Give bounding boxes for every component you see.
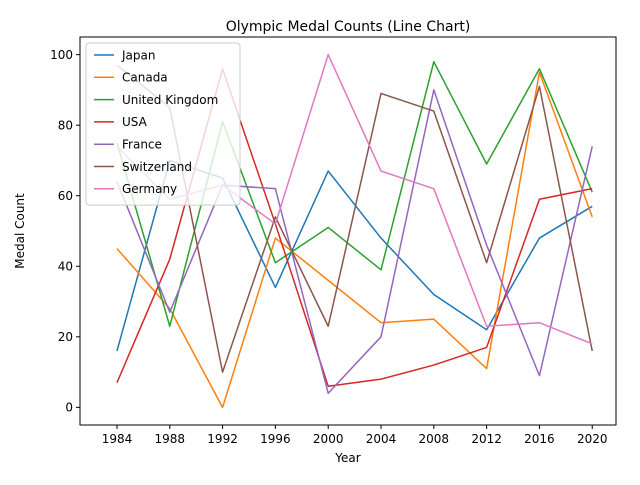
legend-box xyxy=(85,42,241,206)
x-tick-label: 1996 xyxy=(260,432,291,446)
y-axis-title: Medal Count xyxy=(13,193,27,269)
x-tick-label: 2016 xyxy=(524,432,555,446)
x-tick-label: 2008 xyxy=(419,432,450,446)
legend-label-4: France xyxy=(122,138,162,152)
x-tick-label: 2020 xyxy=(577,432,608,446)
y-tick-label: 40 xyxy=(58,260,73,274)
x-axis-title: Year xyxy=(334,451,360,465)
x-axis: 1984 1988 1992 1996 2000 2004 2008 2012 2016 2020 xyxy=(102,425,608,446)
y-tick-label: 80 xyxy=(58,118,73,132)
legend-label-5: Switzerland xyxy=(122,160,192,174)
x-tick-label: 1984 xyxy=(102,432,133,446)
legend-label-3: USA xyxy=(122,115,148,129)
legend: Japan Canada United Kingdom USA France Switze… xyxy=(85,42,241,206)
series-line-1 xyxy=(116,71,593,409)
y-tick-label: 100 xyxy=(50,48,73,62)
y-axis: 0 20 40 60 80 100 xyxy=(50,48,80,415)
y-tick-label: 20 xyxy=(58,330,73,344)
x-tick-label: 2004 xyxy=(366,432,397,446)
legend-label-0: Japan xyxy=(121,48,155,62)
x-tick-label: 1988 xyxy=(154,432,185,446)
series-line-4 xyxy=(116,89,593,394)
x-tick-label: 2012 xyxy=(471,432,502,446)
legend-label-6: Germany xyxy=(122,182,177,196)
x-tick-label: 2000 xyxy=(313,432,344,446)
chart-title: Olympic Medal Counts (Line Chart) xyxy=(226,19,471,35)
series-line-2 xyxy=(116,60,593,327)
series-line-5 xyxy=(116,64,593,373)
x-tick-label: 1992 xyxy=(207,432,238,446)
y-tick-label: 0 xyxy=(65,401,73,415)
legend-label-2: United Kingdom xyxy=(122,93,218,107)
plot-frame xyxy=(79,36,617,426)
legend-label-1: Canada xyxy=(122,71,168,85)
y-tick-label: 60 xyxy=(58,189,73,203)
